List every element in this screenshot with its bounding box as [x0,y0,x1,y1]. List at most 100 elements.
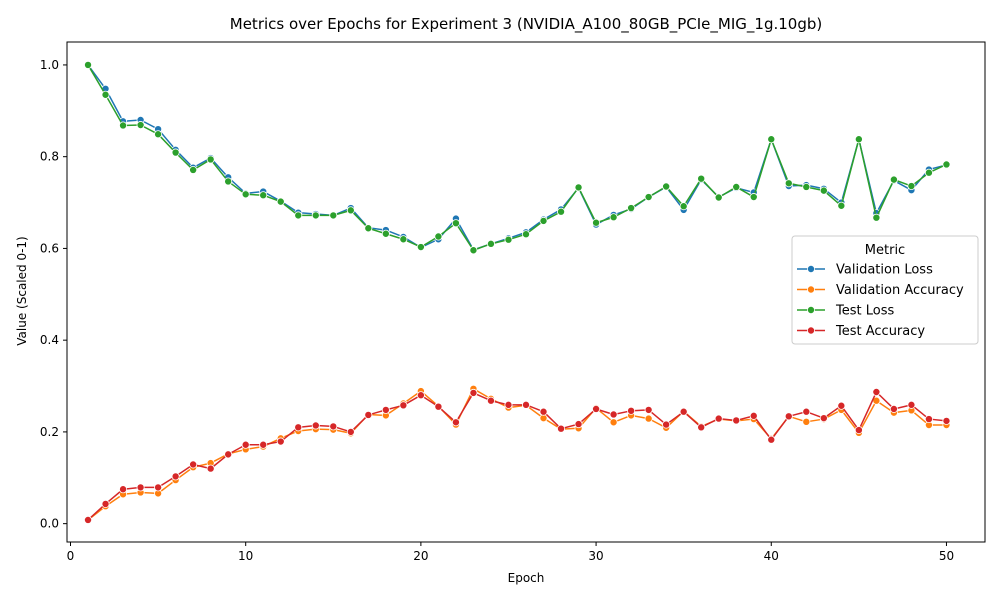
legend-items: Validation Loss Validation Accuracy Test L… [797,263,964,339]
data-point-test-accuracy [469,388,478,397]
data-point-test-accuracy [802,407,811,416]
x-axis-title: Epoch [508,571,545,585]
data-point-test-loss [206,155,215,164]
x-tick-label: 30 [588,549,603,563]
axis-layer: 0 10 20 30 40 50 0.0 0.2 0.4 0.6 0.8 1.0 [40,41,986,563]
data-point-test-loss [136,121,145,130]
data-point-test-loss [469,246,478,255]
y-tick-label: 0.0 [40,517,59,531]
legend-label-validation-accuracy: Validation Accuracy [836,283,964,298]
data-point-test-loss [294,211,303,220]
data-point-test-loss [574,183,583,192]
data-point-test-accuracy [206,464,215,473]
data-point-test-loss [837,201,846,210]
data-point-test-loss [311,211,320,220]
data-point-test-accuracy [627,406,636,415]
data-point-validation-accuracy [609,418,618,427]
data-point-test-accuracy [399,401,408,410]
data-point-test-loss [381,229,390,238]
data-point-test-loss [101,90,110,99]
data-point-test-accuracy [837,401,846,410]
data-point-test-accuracy [732,416,741,425]
legend-frame [791,235,979,345]
data-point-test-accuracy [872,387,881,396]
data-point-test-accuracy [434,402,443,411]
data-point-test-accuracy [539,407,548,416]
legend-label-test-loss: Test Loss [835,304,894,319]
data-point-test-loss [644,193,653,202]
data-point-test-loss [854,135,863,144]
data-point-test-loss [154,130,163,139]
data-point-test-accuracy [609,410,618,419]
data-point-test-accuracy [171,472,180,481]
data-point-test-loss [84,60,93,69]
data-point-test-accuracy [749,411,758,420]
y-tick-label: 0.6 [40,241,59,255]
data-point-test-accuracy [592,404,601,413]
data-point-test-accuracy [714,414,723,423]
data-point-test-loss [416,243,425,252]
y-tick-label: 0.4 [40,333,59,347]
x-tick-label: 40 [764,549,779,563]
data-point-test-loss [889,175,898,184]
data-point-test-accuracy [416,391,425,400]
data-point-test-loss [171,148,180,157]
data-point-test-loss [609,213,618,222]
data-point-test-accuracy [276,437,285,446]
data-point-test-accuracy [329,422,338,431]
series-layer [84,60,951,524]
data-point-test-accuracy [311,421,320,430]
data-point-test-loss [539,216,548,225]
data-point-test-loss [592,218,601,227]
legend-label-validation-loss: Validation Loss [836,263,933,278]
data-point-test-accuracy [189,460,198,469]
data-point-test-loss [802,182,811,191]
y-tick-label: 0.8 [40,150,59,164]
data-point-test-accuracy [84,515,93,524]
data-point-test-accuracy [346,427,355,436]
data-point-test-loss [784,179,793,188]
data-point-test-accuracy [574,420,583,429]
data-point-test-accuracy [942,416,951,425]
data-point-test-loss [434,232,443,241]
data-point-test-accuracy [241,440,250,449]
data-point-test-accuracy [784,412,793,421]
data-point-test-accuracy [819,414,828,423]
data-point-test-loss [259,191,268,200]
x-tick-label: 10 [238,549,253,563]
data-point-test-accuracy [364,410,373,419]
legend: Metric Validation Loss Validation Accurac… [791,235,979,345]
plot-frame [66,41,986,543]
data-point-test-accuracy [154,483,163,492]
legend-item-validation-accuracy: Validation Accuracy [797,283,964,298]
data-point-test-loss [346,206,355,215]
legend-marker-validation-loss [807,264,816,273]
data-point-test-loss [276,197,285,206]
legend-title: Metric [865,243,905,258]
data-point-test-loss [329,211,338,220]
x-tick-label: 0 [67,549,75,563]
data-point-test-loss [924,168,933,177]
data-point-test-loss [872,213,881,222]
data-point-test-accuracy [854,426,863,435]
data-point-test-loss [399,235,408,244]
data-point-test-loss [522,230,531,239]
data-point-test-accuracy [486,396,495,405]
data-point-test-accuracy [381,405,390,414]
data-point-test-accuracy [522,400,531,409]
data-point-validation-accuracy [644,414,653,423]
data-point-test-accuracy [557,424,566,433]
data-point-test-loss [767,135,776,144]
data-point-test-accuracy [644,405,653,414]
data-point-test-accuracy [224,450,233,459]
y-tick-label: 0.2 [40,425,59,439]
legend-item-test-loss: Test Loss [797,304,894,319]
legend-item-test-accuracy: Test Accuracy [797,324,925,339]
data-point-validation-accuracy [802,417,811,426]
data-point-test-loss [749,193,758,202]
series-test-loss [84,60,951,255]
data-point-test-accuracy [662,420,671,429]
data-point-test-loss [364,224,373,233]
data-point-test-accuracy [679,407,688,416]
